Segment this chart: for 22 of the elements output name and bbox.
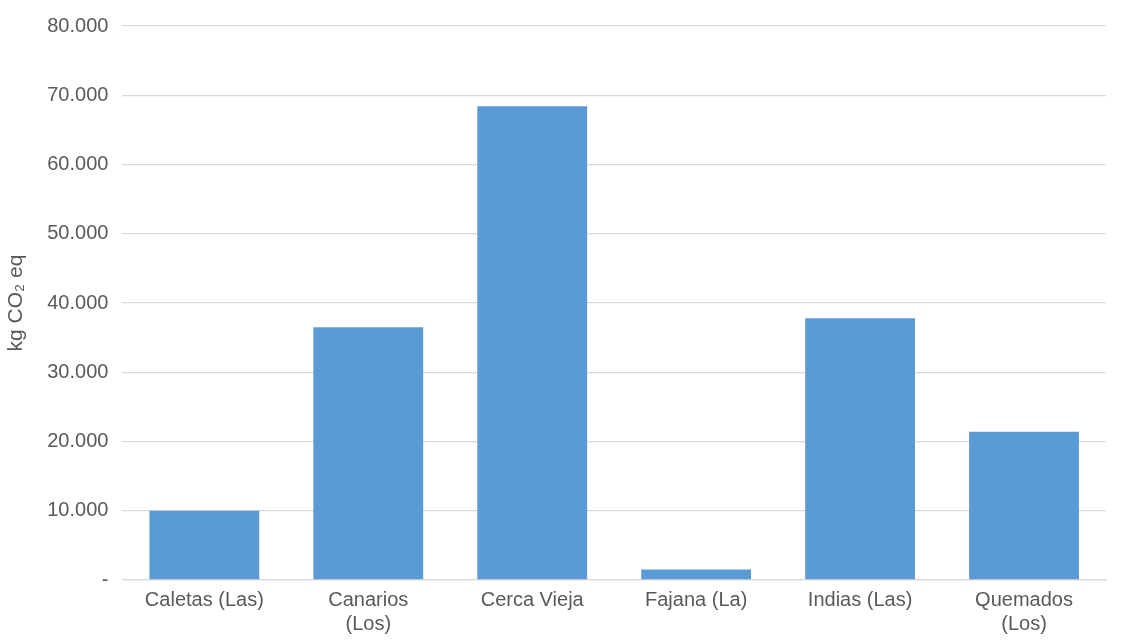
y-tick-label: 30.000 bbox=[47, 359, 109, 382]
bar bbox=[969, 431, 1079, 580]
y-tick-label: 40.000 bbox=[47, 290, 109, 313]
x-tick-label: Fajana (La) bbox=[645, 587, 748, 610]
bar bbox=[805, 318, 916, 580]
bar bbox=[641, 569, 752, 580]
bar bbox=[477, 106, 588, 580]
y-tick-label: 10.000 bbox=[47, 498, 109, 521]
y-tick-label: 70.000 bbox=[47, 82, 109, 105]
y-tick-label: - bbox=[101, 567, 109, 590]
bar bbox=[313, 327, 424, 580]
x-tick-label: Caletas (Las) bbox=[144, 587, 264, 610]
x-tick-label: Cerca Vieja bbox=[480, 587, 585, 610]
y-tick-label: 80.000 bbox=[47, 13, 109, 36]
y-tick-label: 20.000 bbox=[47, 429, 109, 452]
x-tick-label: Indias (Las) bbox=[807, 587, 913, 610]
y-axis-title: kg CO₂ eq bbox=[3, 254, 27, 352]
x-tick-label: Canarios (Los) bbox=[328, 587, 409, 634]
bar bbox=[149, 510, 260, 580]
y-tick-label: 60.000 bbox=[47, 152, 109, 175]
y-tick-label: 50.000 bbox=[47, 221, 109, 244]
x-tick-label: Quemados (Los) bbox=[975, 587, 1073, 634]
